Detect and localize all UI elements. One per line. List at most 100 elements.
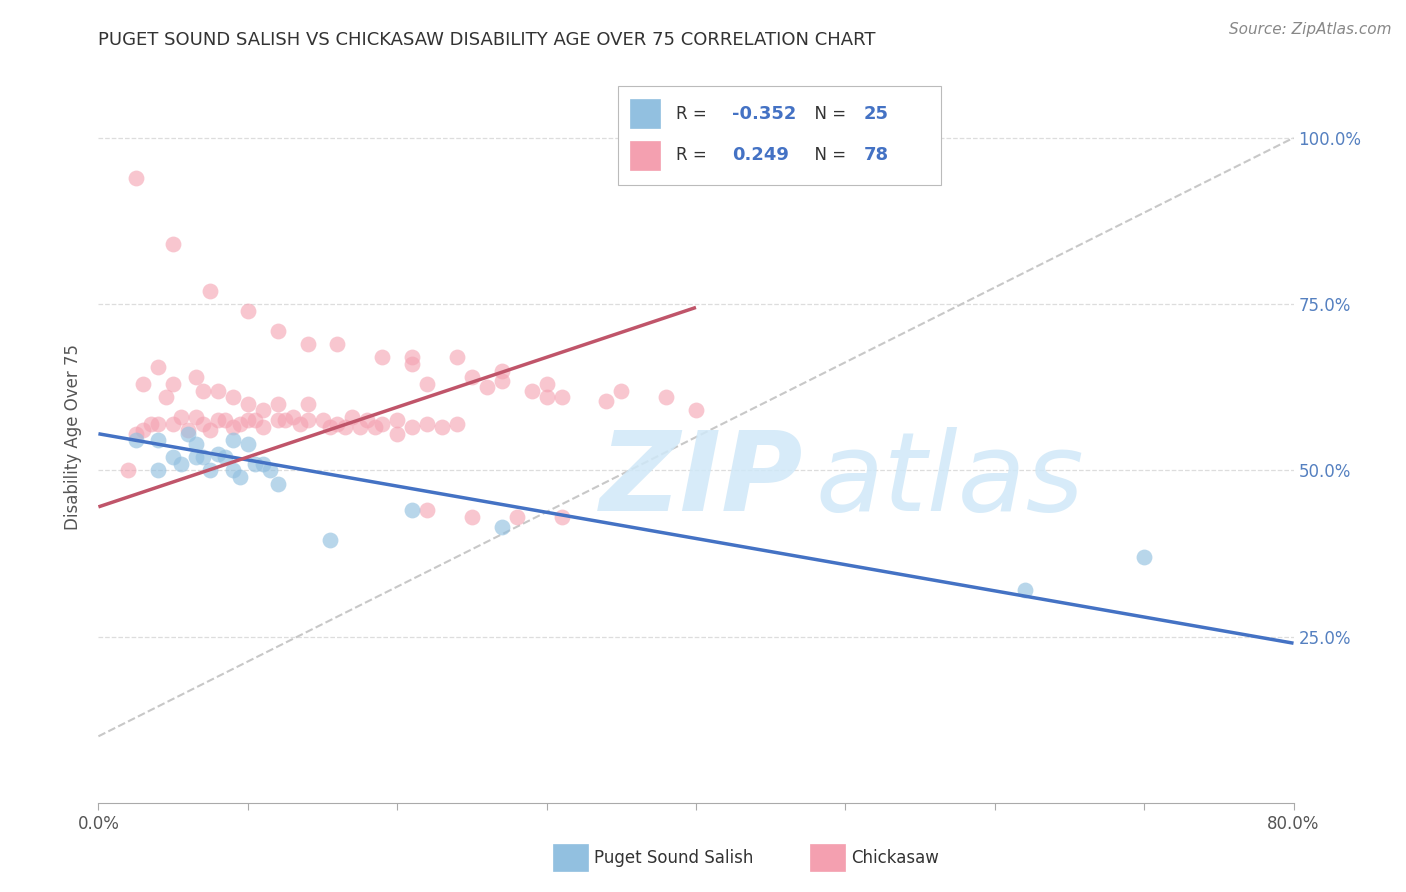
Text: 25: 25 bbox=[863, 104, 889, 123]
Point bbox=[184, 436, 207, 450]
Point bbox=[326, 337, 349, 351]
Point bbox=[446, 351, 468, 365]
Point bbox=[401, 351, 423, 365]
Point bbox=[162, 450, 184, 464]
Point bbox=[416, 417, 439, 431]
Point bbox=[236, 413, 259, 427]
Text: ZIP: ZIP bbox=[600, 427, 804, 534]
Point bbox=[267, 324, 290, 338]
Point bbox=[371, 351, 394, 365]
Point bbox=[200, 424, 222, 438]
Point bbox=[148, 434, 170, 448]
Point bbox=[550, 390, 572, 404]
Point bbox=[371, 417, 394, 431]
Point bbox=[1014, 582, 1036, 597]
Point bbox=[132, 424, 155, 438]
Point bbox=[236, 397, 259, 411]
Point bbox=[401, 420, 423, 434]
Point bbox=[207, 413, 229, 427]
Point bbox=[162, 417, 184, 431]
Point bbox=[207, 384, 229, 398]
Point bbox=[191, 384, 214, 398]
Point bbox=[319, 420, 342, 434]
Point bbox=[236, 436, 259, 450]
Point bbox=[191, 417, 214, 431]
Text: 0.249: 0.249 bbox=[733, 146, 789, 164]
Point bbox=[288, 417, 311, 431]
Point bbox=[506, 509, 529, 524]
Point bbox=[685, 403, 707, 417]
Point bbox=[655, 390, 678, 404]
Point bbox=[177, 424, 200, 438]
Point bbox=[245, 413, 267, 427]
Point bbox=[401, 503, 423, 517]
Text: R =: R = bbox=[676, 104, 711, 123]
Text: Puget Sound Salish: Puget Sound Salish bbox=[595, 848, 754, 867]
Point bbox=[1133, 549, 1156, 564]
Point bbox=[385, 426, 409, 441]
Point bbox=[148, 463, 170, 477]
Point bbox=[259, 463, 281, 477]
Text: -0.352: -0.352 bbox=[733, 104, 796, 123]
Point bbox=[148, 417, 170, 431]
Point bbox=[491, 374, 513, 388]
Point bbox=[267, 413, 290, 427]
Point bbox=[191, 450, 214, 464]
Point bbox=[446, 417, 468, 431]
Point bbox=[184, 450, 207, 464]
Point bbox=[475, 380, 498, 394]
Point bbox=[461, 370, 484, 384]
Point bbox=[222, 420, 245, 434]
Point bbox=[385, 413, 409, 427]
Point bbox=[222, 434, 245, 448]
Text: PUGET SOUND SALISH VS CHICKASAW DISABILITY AGE OVER 75 CORRELATION CHART: PUGET SOUND SALISH VS CHICKASAW DISABILI… bbox=[98, 31, 876, 49]
Point bbox=[401, 357, 423, 371]
Point bbox=[356, 413, 378, 427]
Point bbox=[461, 509, 484, 524]
Text: N =: N = bbox=[804, 104, 851, 123]
Point bbox=[177, 426, 200, 441]
Point bbox=[125, 426, 148, 441]
Point bbox=[169, 457, 191, 471]
Point bbox=[245, 457, 267, 471]
Point bbox=[117, 463, 139, 477]
Point bbox=[125, 170, 148, 185]
Point bbox=[349, 420, 371, 434]
Point bbox=[364, 420, 387, 434]
Point bbox=[184, 410, 207, 425]
Point bbox=[342, 410, 364, 425]
Text: N =: N = bbox=[804, 146, 851, 164]
Point bbox=[184, 370, 207, 384]
Y-axis label: Disability Age Over 75: Disability Age Over 75 bbox=[65, 344, 83, 530]
Point bbox=[326, 417, 349, 431]
FancyBboxPatch shape bbox=[619, 86, 941, 185]
Point bbox=[595, 393, 617, 408]
Point bbox=[267, 476, 290, 491]
Point bbox=[520, 384, 543, 398]
Point bbox=[252, 420, 274, 434]
Point bbox=[297, 413, 319, 427]
Point bbox=[274, 413, 297, 427]
Text: R =: R = bbox=[676, 146, 711, 164]
Text: Chickasaw: Chickasaw bbox=[852, 848, 939, 867]
FancyBboxPatch shape bbox=[810, 845, 845, 871]
Point bbox=[200, 284, 222, 298]
Point bbox=[536, 376, 558, 391]
Point bbox=[214, 413, 236, 427]
Point bbox=[222, 390, 245, 404]
Point bbox=[252, 403, 274, 417]
Point bbox=[281, 410, 304, 425]
Point bbox=[155, 390, 177, 404]
Point bbox=[132, 376, 155, 391]
Point bbox=[214, 450, 236, 464]
Point bbox=[125, 434, 148, 448]
Text: 78: 78 bbox=[863, 146, 889, 164]
Point bbox=[333, 420, 356, 434]
FancyBboxPatch shape bbox=[553, 845, 589, 871]
Point bbox=[148, 360, 170, 375]
Point bbox=[252, 457, 274, 471]
Point bbox=[297, 337, 319, 351]
Point bbox=[536, 390, 558, 404]
Point bbox=[162, 376, 184, 391]
Point bbox=[207, 447, 229, 461]
